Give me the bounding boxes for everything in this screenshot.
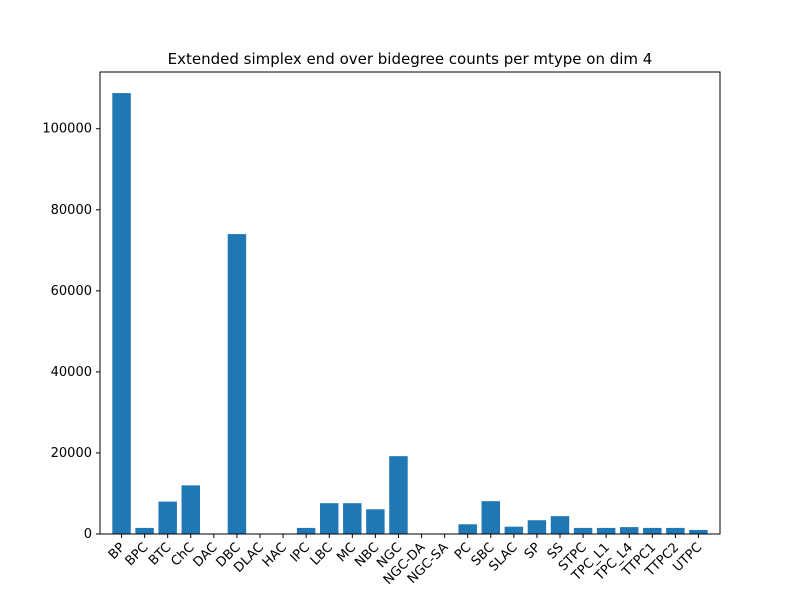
chart-title: Extended simplex end over bidegree count… (168, 50, 653, 68)
x-tick-label: ChC (168, 540, 197, 569)
bar-tpc-l4 (620, 527, 639, 534)
bar-bp (112, 93, 131, 535)
x-tick-label: DAC (191, 540, 221, 570)
bar-slac (504, 526, 524, 534)
bars-group (112, 93, 708, 535)
y-tick-label: 0 (84, 527, 92, 542)
bar-ipc (296, 527, 316, 534)
bar-sp (527, 520, 547, 534)
bar-ss (550, 516, 570, 534)
bar-chc (181, 485, 200, 534)
bar-utpc (689, 529, 708, 534)
bar-nbc (366, 509, 385, 534)
bar-ttpc1 (643, 527, 662, 534)
bar-sbc (481, 501, 500, 534)
y-tick-label: 80000 (51, 203, 92, 218)
bar-lbc (320, 503, 339, 534)
bar-bpc (135, 527, 154, 534)
bar-dbc (227, 234, 247, 534)
bar-stpc (573, 527, 593, 534)
bar-ttpc2 (666, 527, 685, 534)
y-axis: 0 20000 40000 60000 80000 100000 (42, 122, 100, 542)
x-tick-label: NBC (352, 540, 382, 570)
x-tick-label: BTC (146, 540, 174, 568)
x-tick-label: HAC (260, 540, 290, 570)
x-tick-label: LBC (308, 540, 336, 568)
y-tick-label: 40000 (51, 365, 92, 380)
bar-tpc-l1 (596, 527, 616, 534)
x-axis: BPBPCBTCChCDACDBCDLACHACIPCLBCMCNBCNGCNG… (106, 534, 705, 588)
bar-ngc (389, 456, 408, 534)
y-tick-label: 60000 (51, 284, 92, 299)
x-tick-label: SP (522, 540, 544, 562)
bar-btc (158, 501, 177, 534)
y-tick-label: 20000 (51, 446, 92, 461)
bar-pc (458, 524, 477, 534)
plot-frame (99, 71, 721, 535)
bar-mc (343, 503, 362, 534)
y-tick-label: 100000 (42, 122, 92, 137)
x-tick-label: IPC (288, 540, 313, 565)
x-tick-label: BPC (123, 540, 152, 569)
